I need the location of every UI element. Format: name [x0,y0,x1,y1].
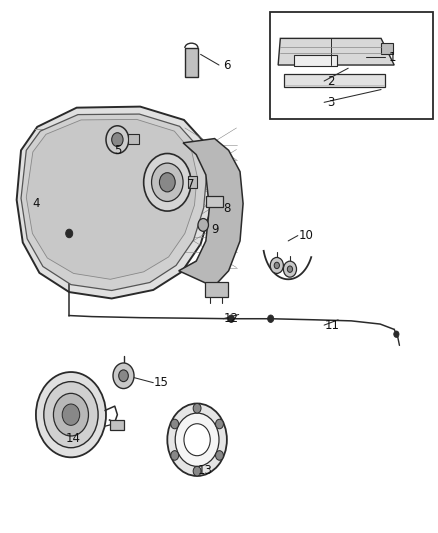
Circle shape [268,315,274,322]
Circle shape [184,424,210,456]
Circle shape [53,393,88,436]
Bar [381,43,393,54]
Circle shape [215,419,223,429]
Circle shape [62,404,80,425]
Bar [284,74,385,87]
Text: 13: 13 [198,464,212,477]
Text: 2: 2 [327,75,335,87]
Circle shape [215,451,223,461]
Text: 14: 14 [66,432,81,445]
Circle shape [144,154,191,211]
Circle shape [228,315,234,322]
Circle shape [171,419,179,429]
Circle shape [44,382,98,448]
Polygon shape [17,107,214,298]
Circle shape [36,372,106,457]
FancyBboxPatch shape [270,12,433,119]
Circle shape [106,126,129,154]
Circle shape [175,413,219,466]
Text: 12: 12 [224,312,239,325]
Text: 4: 4 [32,197,40,210]
Text: 6: 6 [223,59,231,71]
Circle shape [283,261,297,277]
Circle shape [113,363,134,389]
Text: 3: 3 [327,96,334,109]
Text: 7: 7 [187,179,194,191]
Bar [294,55,337,66]
Circle shape [287,266,293,272]
Text: 8: 8 [223,203,230,215]
Circle shape [270,257,283,273]
Text: 1: 1 [388,51,396,63]
Circle shape [171,451,179,460]
Bar [110,420,124,430]
Text: 10: 10 [298,229,313,242]
Circle shape [198,219,208,231]
Polygon shape [26,119,197,279]
Polygon shape [21,114,207,290]
Bar [128,134,139,144]
Circle shape [274,262,279,269]
Text: 5: 5 [114,144,121,157]
Bar [185,48,198,77]
Text: 11: 11 [325,319,339,332]
Circle shape [119,370,128,382]
Polygon shape [278,38,394,65]
Bar [205,282,228,297]
Circle shape [152,163,183,201]
Bar [206,196,223,207]
Circle shape [193,403,201,413]
Text: 15: 15 [154,376,169,389]
Circle shape [193,466,201,476]
Bar [188,176,197,188]
Circle shape [66,229,73,238]
Circle shape [394,331,399,337]
Circle shape [159,173,175,192]
Text: 9: 9 [211,223,219,236]
Polygon shape [179,139,243,287]
Circle shape [167,403,227,476]
Circle shape [112,133,123,147]
